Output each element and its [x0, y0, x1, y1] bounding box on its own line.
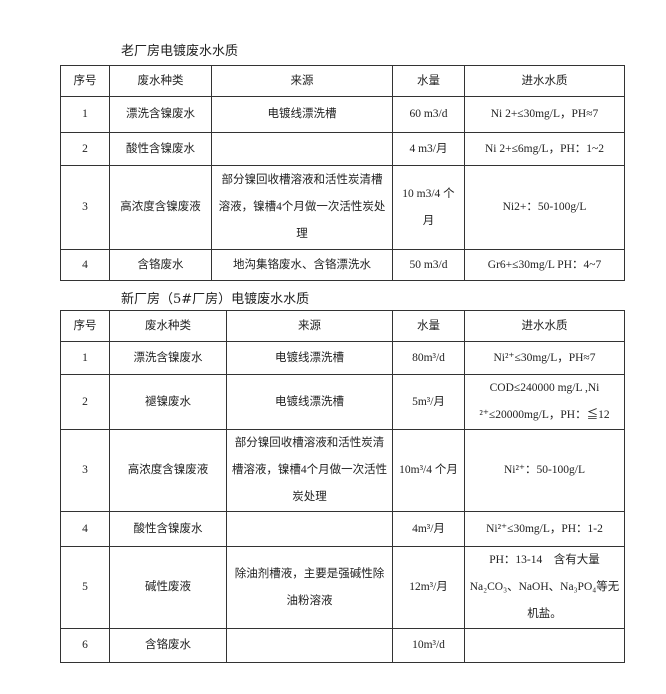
header-row: 序号 废水种类 来源 水量 进水水质: [60, 310, 625, 342]
column-header: 废水种类: [109, 65, 212, 97]
table-cell: Ni²⁺≤30mg/L，PH≈7: [464, 341, 625, 375]
table-cell: 80m³/d: [392, 341, 465, 375]
table-cell: 2: [60, 374, 110, 430]
table-cell: 地沟集铬废水、含铬漂洗水: [211, 249, 393, 281]
table-cell: 漂洗含镍废水: [109, 341, 227, 375]
table-cell: 12m³/月: [392, 546, 465, 629]
table-cell: 电镀线漂洗槽: [226, 341, 393, 375]
table-row: 1 漂洗含镍废水 电镀线漂洗槽 80m³/d Ni²⁺≤30mg/L，PH≈7: [60, 341, 625, 375]
table-cell: Ni2+：50-100g/L: [464, 165, 625, 250]
table-cell: 部分镍回收槽溶液和活性炭清槽溶液，镍槽4个月做一次活性炭处理: [226, 429, 393, 512]
table-cell: 碱性废液: [109, 546, 227, 629]
column-header: 序号: [60, 310, 110, 342]
table-row: 5 碱性废液 除油剂槽液，主要是强碱性除油粉溶液 12m³/月 PH：13-14 含有大…: [60, 546, 625, 629]
table-cell: 60 m3/d: [392, 96, 465, 133]
column-header: 进水水质: [464, 310, 625, 342]
table-row: 6 含铬废水 10m³/d: [60, 628, 625, 663]
table-cell: 酸性含镍废水: [109, 511, 227, 547]
table-cell: 高浓度含镍废液: [109, 429, 227, 512]
table-cell: 电镀线漂洗槽: [226, 374, 393, 430]
table-cell: COD≤240000 mg/L ,Ni ²⁺≤20000mg/L，PH：≦12: [464, 374, 625, 430]
table-cell: 5m³/月: [392, 374, 465, 430]
table-cell: [464, 628, 625, 663]
table-cell: Ni²⁺：50-100g/L: [464, 429, 625, 512]
table-row: 3 高浓度含镍废液 部分镍回收槽溶液和活性炭清槽溶液，镍槽4个月做一次活性炭处理 10…: [60, 429, 625, 512]
table-row: 4 含铬废水 地沟集铬废水、含铬漂洗水 50 m3/d Gr6+≤30mg/L PH：4…: [60, 249, 625, 281]
table-cell: 4: [60, 249, 110, 281]
table-cell: 除油剂槽液，主要是强碱性除油粉溶液: [226, 546, 393, 629]
column-header: 水量: [392, 65, 465, 97]
table-cell: Gr6+≤30mg/L PH：4~7: [464, 249, 625, 281]
table-row: 3 高浓度含镍废液 部分镍回收槽溶液和活性炭清槽溶液，镍槽4个月做一次活性炭处理 10…: [60, 165, 625, 250]
table-cell: 10 m3/4 个月: [392, 165, 465, 250]
table-cell: 2: [60, 132, 110, 166]
table-cell: Ni²⁺≤30mg/L，PH：1-2: [464, 511, 625, 547]
table-cell: 高浓度含镍废液: [109, 165, 212, 250]
old-plant-title: 老厂房电镀废水水质: [121, 44, 239, 59]
table-cell: [211, 132, 393, 166]
table-cell: 10m³/d: [392, 628, 465, 663]
column-header: 来源: [226, 310, 393, 342]
table-cell: 电镀线漂洗槽: [211, 96, 393, 133]
table-row: 2 褪镍废水 电镀线漂洗槽 5m³/月 COD≤240000 mg/L ,Ni ²⁺≤2…: [60, 374, 625, 430]
table-row: 1 漂洗含镍废水 电镀线漂洗槽 60 m3/d Ni 2+≤30mg/L，PH≈7: [60, 96, 625, 133]
table-cell: 4: [60, 511, 110, 547]
table-cell: [226, 511, 393, 547]
table-row: 4 酸性含镍废水 4m³/月 Ni²⁺≤30mg/L，PH：1-2: [60, 511, 625, 547]
table-cell: 5: [60, 546, 110, 629]
column-header: 序号: [60, 65, 110, 97]
table-cell: 含铬废水: [109, 249, 212, 281]
new-plant-table: 序号 废水种类 来源 水量 进水水质 1 漂洗含镍废水 电镀线漂洗槽 80m³/d Ni²⁺≤30…: [60, 310, 625, 663]
table-cell: 1: [60, 341, 110, 375]
table-cell: 褪镍废水: [109, 374, 227, 430]
table-cell: 10m³/4 个月: [392, 429, 465, 512]
table-cell: 部分镍回收槽溶液和活性炭清槽溶液，镍槽4个月做一次活性炭处理: [211, 165, 393, 250]
table-cell: 3: [60, 165, 110, 250]
column-header: 进水水质: [464, 65, 625, 97]
table-cell: 4 m3/月: [392, 132, 465, 166]
column-header: 水量: [392, 310, 465, 342]
table-cell: Ni 2+≤30mg/L，PH≈7: [464, 96, 625, 133]
table-cell: 6: [60, 628, 110, 663]
new-plant-title: 新厂房（5#厂房）电镀废水水质: [121, 292, 310, 307]
header-row: 序号 废水种类 来源 水量 进水水质: [60, 65, 625, 97]
table-cell: 50 m3/d: [392, 249, 465, 281]
column-header: 来源: [211, 65, 393, 97]
table-cell: 4m³/月: [392, 511, 465, 547]
old-plant-table: 序号 废水种类 来源 水量 进水水质 1 漂洗含镍废水 电镀线漂洗槽 60 m3/d Ni 2+≤…: [60, 65, 625, 281]
table-cell: 酸性含镍废水: [109, 132, 212, 166]
table-cell: Ni 2+≤6mg/L，PH：1~2: [464, 132, 625, 166]
table-cell: 含铬废水: [109, 628, 227, 663]
table-row: 2 酸性含镍废水 4 m3/月 Ni 2+≤6mg/L，PH：1~2: [60, 132, 625, 166]
table-cell: PH：13-14 含有大量Na₂CO₃、NaOH、Na₃PO₄等无机盐。: [464, 546, 625, 629]
table-cell: 3: [60, 429, 110, 512]
table-cell: [226, 628, 393, 663]
table-cell: 1: [60, 96, 110, 133]
column-header: 废水种类: [109, 310, 227, 342]
table-cell: 漂洗含镍废水: [109, 96, 212, 133]
